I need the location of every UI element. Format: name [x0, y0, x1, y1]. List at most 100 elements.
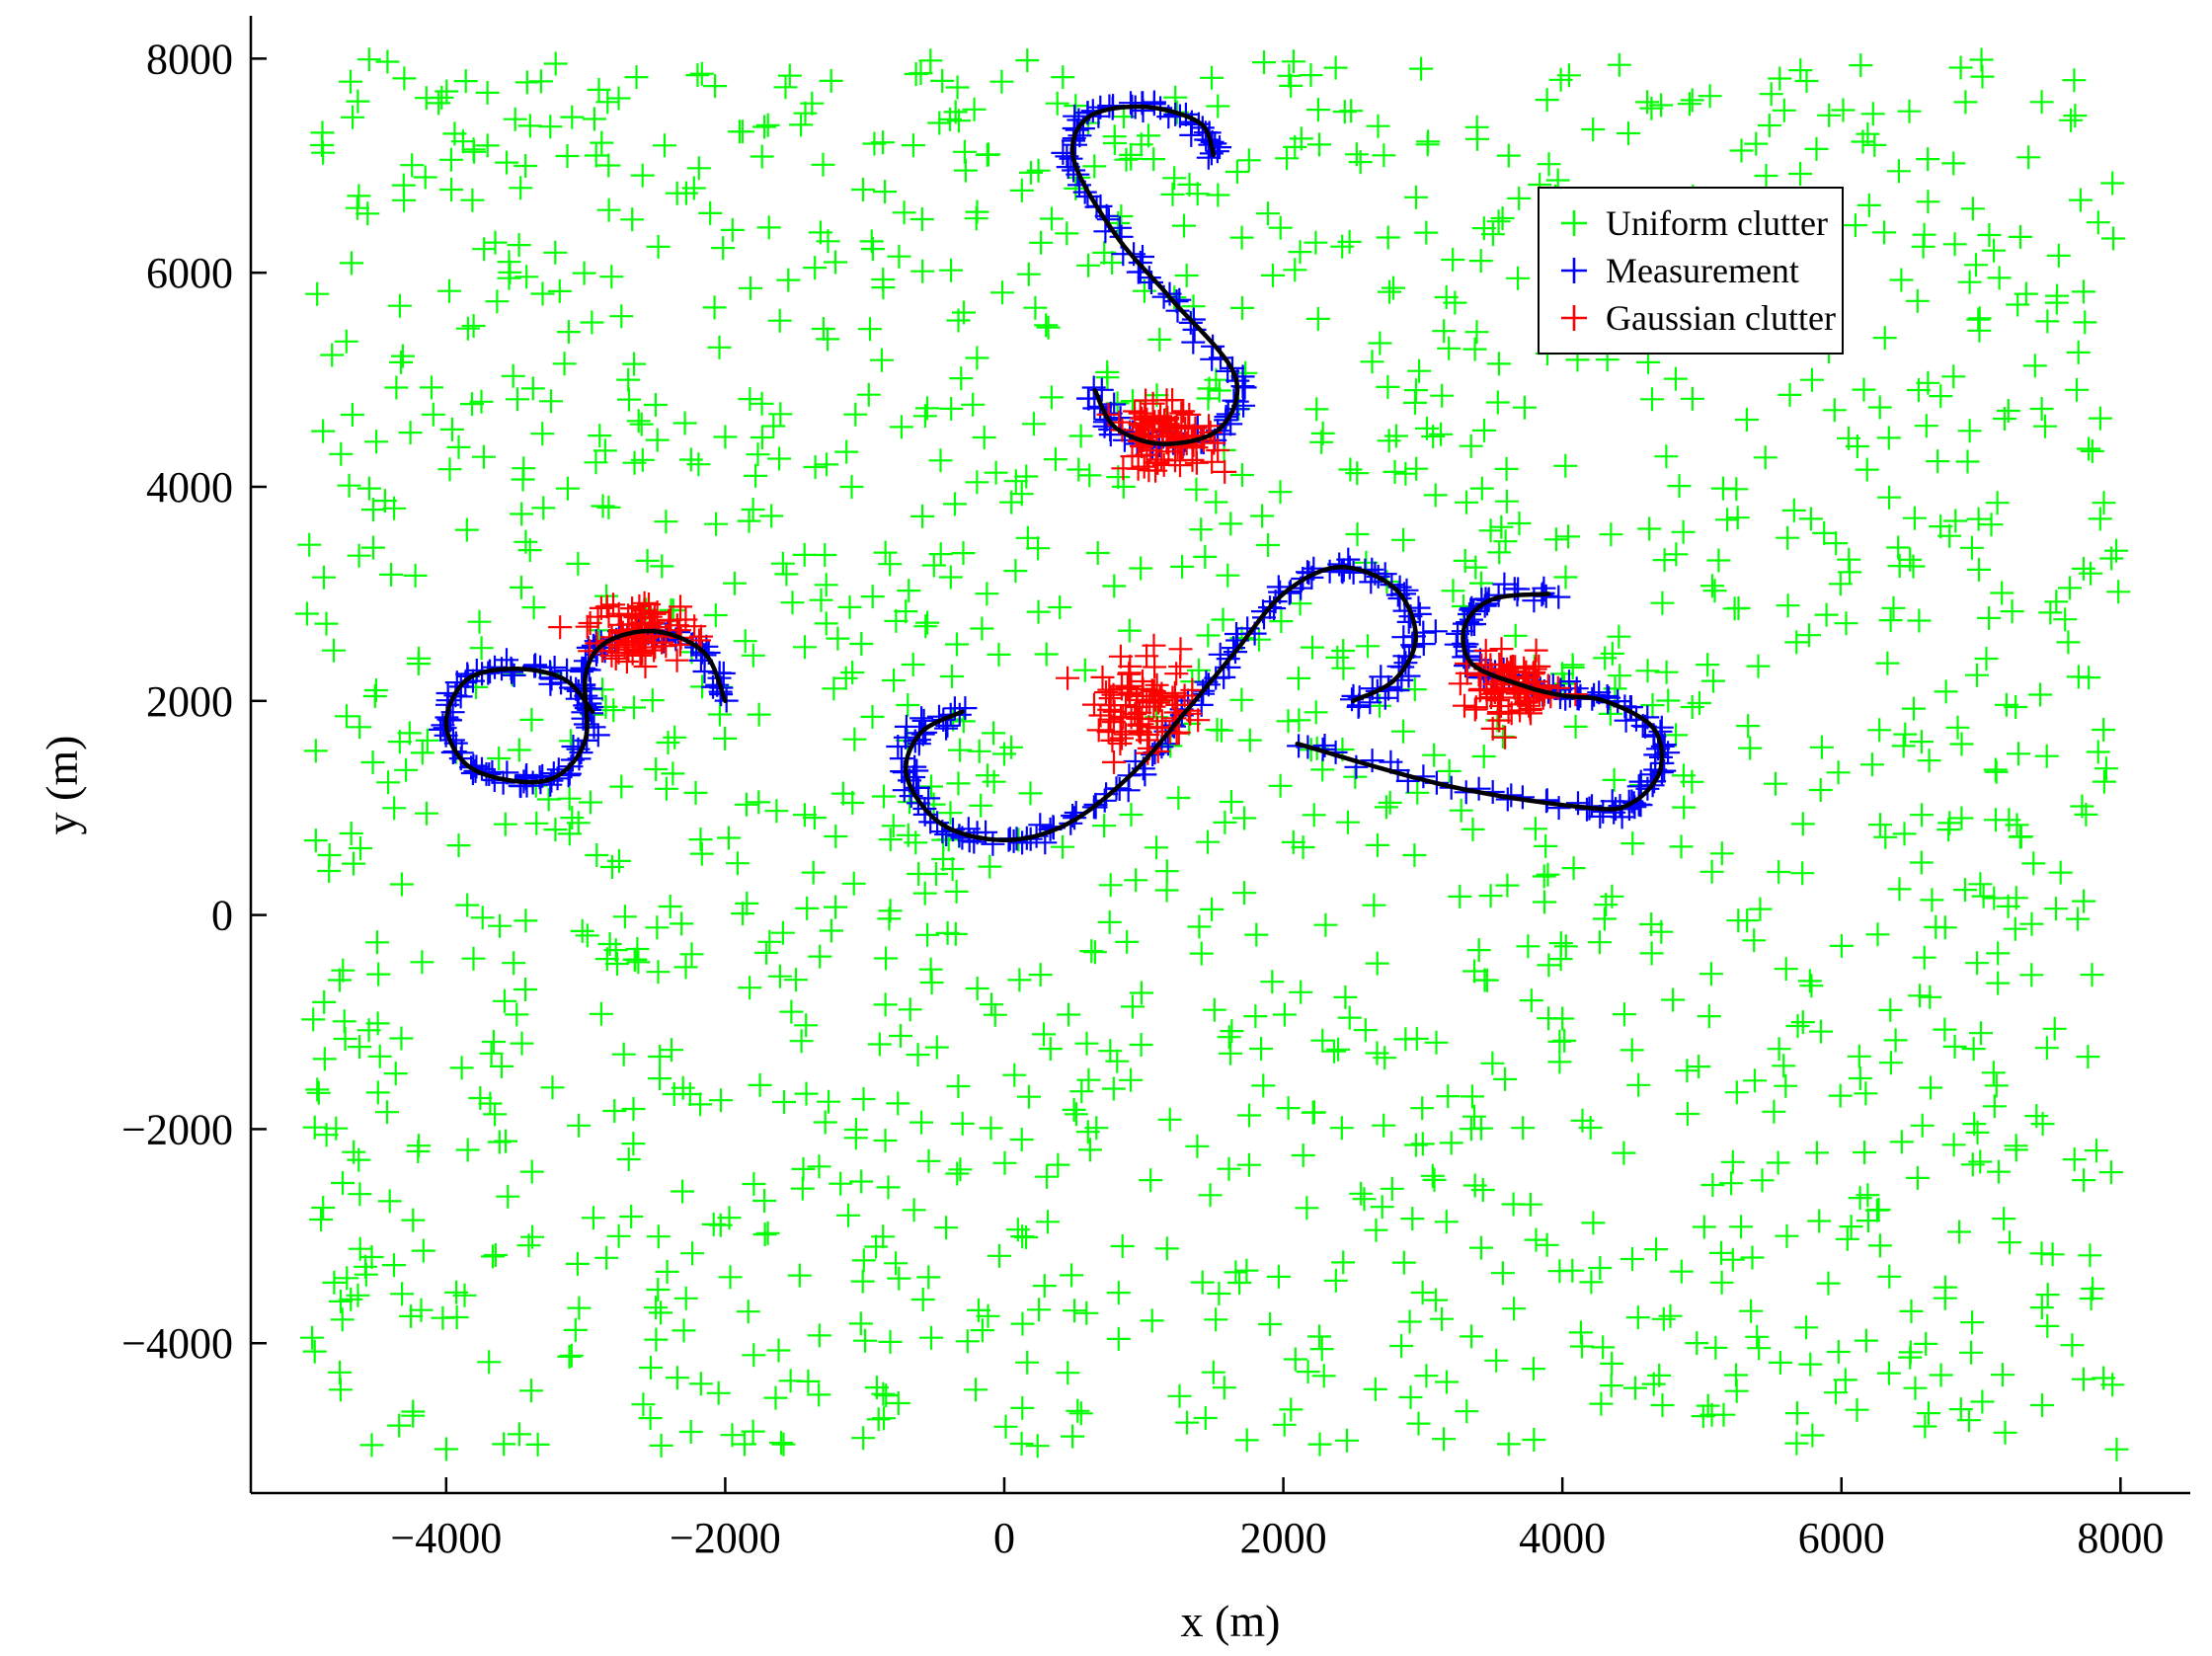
legend: Uniform clutter Measurement Gaussian clutt… — [1538, 187, 1844, 355]
uniform-clutter-point — [1478, 518, 1503, 543]
uniform-clutter-point — [1268, 480, 1293, 505]
uniform-clutter-point — [1184, 477, 1209, 502]
uniform-clutter-point — [976, 1303, 1000, 1328]
uniform-clutter-point — [1209, 718, 1233, 743]
uniform-clutter-point — [1687, 1055, 1711, 1079]
uniform-clutter-point — [479, 1041, 504, 1065]
uniform-clutter-point — [2076, 1045, 2100, 1069]
uniform-clutter-point — [990, 280, 1014, 305]
uniform-clutter-point — [2080, 963, 2104, 987]
uniform-clutter-point — [901, 133, 925, 158]
uniform-clutter-point — [1547, 1029, 1572, 1054]
uniform-clutter-point — [962, 97, 987, 121]
uniform-clutter-point — [1185, 1134, 1210, 1158]
uniform-clutter-point — [1154, 859, 1179, 884]
uniform-clutter-point — [1028, 963, 1053, 987]
uniform-clutter-point — [2034, 744, 2059, 768]
uniform-clutter-point — [294, 601, 319, 626]
uniform-clutter-point — [707, 335, 732, 359]
uniform-clutter-point — [1537, 953, 1561, 978]
uniform-clutter-point — [311, 419, 336, 443]
uniform-clutter-point — [1919, 1075, 1943, 1100]
uniform-clutter-point — [1007, 968, 1032, 992]
uniform-clutter-point — [953, 158, 978, 183]
uniform-clutter-point — [455, 893, 480, 917]
uniform-clutter-point — [1589, 1391, 1614, 1416]
uniform-clutter-point — [1911, 234, 1936, 259]
uniform-clutter-point — [830, 781, 855, 806]
uniform-clutter-point — [889, 1024, 912, 1048]
uniform-clutter-point — [1635, 90, 1660, 115]
uniform-clutter-point — [2029, 90, 2054, 115]
uniform-clutter-point — [543, 240, 568, 265]
uniform-clutter-point — [514, 978, 538, 1001]
measurement-point — [555, 658, 580, 682]
uniform-clutter-point — [387, 1413, 412, 1438]
uniform-clutter-point — [1847, 1044, 1871, 1068]
uniform-clutter-point — [354, 1254, 378, 1279]
measurement-point — [962, 829, 987, 854]
uniform-clutter-point — [1663, 366, 1688, 391]
uniform-clutter-point — [1865, 922, 1890, 947]
uniform-clutter-point — [471, 444, 496, 469]
uniform-clutter-point — [1232, 806, 1257, 830]
uniform-clutter-point — [1899, 1299, 1924, 1323]
uniform-clutter-point — [1095, 359, 1120, 384]
uniform-clutter-point — [987, 642, 1011, 667]
uniform-clutter-point — [938, 801, 963, 826]
uniform-clutter-point — [770, 920, 795, 945]
uniform-clutter-point — [650, 554, 674, 579]
uniform-clutter-point — [1715, 508, 1740, 532]
uniform-clutter-point — [1746, 654, 1771, 678]
uniform-clutter-point — [884, 1251, 908, 1276]
uniform-clutter-point — [1887, 554, 1912, 579]
uniform-clutter-point — [707, 702, 732, 727]
uniform-clutter-point — [1453, 548, 1477, 573]
uniform-clutter-point — [1960, 1152, 1985, 1177]
uniform-clutter-point — [2029, 1241, 2054, 1266]
uniform-clutter-point — [1032, 1022, 1056, 1047]
uniform-clutter-point — [1084, 1116, 1109, 1141]
uniform-clutter-point — [1671, 519, 1696, 544]
uniform-clutter-point — [1045, 91, 1069, 116]
uniform-clutter-point — [327, 968, 352, 992]
uniform-clutter-point — [2048, 860, 2073, 885]
uniform-clutter-point — [1437, 336, 1462, 360]
uniform-clutter-point — [339, 1287, 363, 1311]
uniform-clutter-point — [1234, 1258, 1259, 1283]
uniform-clutter-point — [1046, 1152, 1070, 1177]
uniform-clutter-point — [1797, 623, 1821, 648]
uniform-clutter-point — [1272, 1002, 1297, 1027]
uniform-clutter-point — [2104, 1437, 2129, 1461]
uniform-clutter-point — [1949, 806, 1974, 830]
uniform-clutter-point — [711, 236, 736, 261]
uniform-clutter-point — [1360, 350, 1384, 374]
uniform-clutter-point — [1983, 757, 2008, 782]
gaussian-clutter-point — [1149, 681, 1174, 706]
gaussian-clutter-point — [1487, 708, 1512, 733]
measurement-point — [1094, 782, 1119, 807]
uniform-clutter-point — [1119, 803, 1144, 827]
uniform-clutter-point — [2100, 171, 2125, 196]
uniform-clutter-point — [1784, 630, 1809, 655]
uniform-clutter-point — [873, 1129, 898, 1152]
measurement-point — [1423, 619, 1448, 644]
uniform-clutter-point — [1965, 951, 1990, 976]
uniform-clutter-point — [945, 1161, 970, 1186]
uniform-clutter-point — [702, 295, 727, 320]
uniform-clutter-point — [1953, 878, 1977, 903]
gaussian-clutter-point — [665, 648, 689, 672]
uniform-clutter-point — [733, 629, 757, 654]
uniform-clutter-point — [1700, 1173, 1725, 1197]
uniform-clutter-point — [1198, 1183, 1223, 1208]
gaussian-clutter-point — [1184, 450, 1209, 475]
uniform-clutter-point — [1471, 745, 1496, 768]
uniform-clutter-point — [590, 130, 614, 155]
uniform-clutter-point — [410, 741, 434, 765]
uniform-clutter-point — [1185, 182, 1210, 206]
legend-label: Gaussian clutter — [1606, 298, 1836, 338]
x-tick-label: −4000 — [390, 1514, 502, 1562]
uniform-clutter-point — [1767, 1037, 1791, 1062]
uniform-clutter-point — [1119, 146, 1144, 171]
uniform-clutter-point — [427, 91, 451, 116]
